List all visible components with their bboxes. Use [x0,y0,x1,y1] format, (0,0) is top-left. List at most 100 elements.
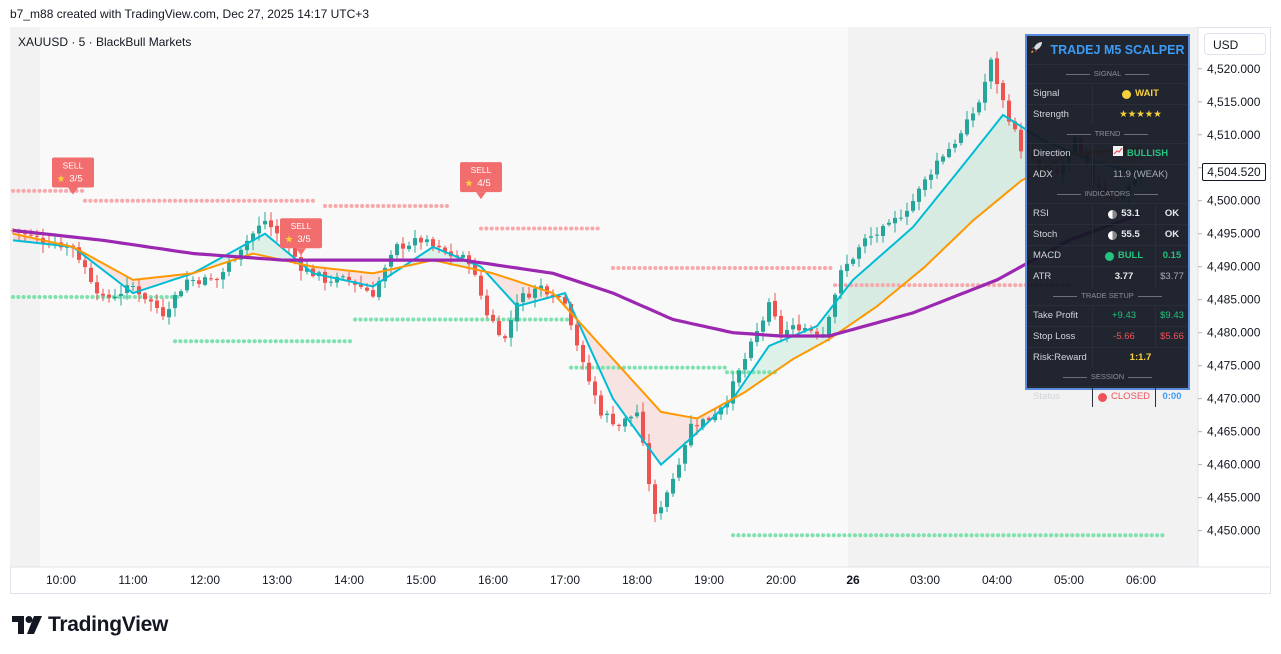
time-axis[interactable]: 10:00 11:00 12:00 13:00 14:00 15:00 16:00 17:00… [46,573,1156,587]
candle-bear [197,280,201,284]
candle-bull [833,294,837,317]
star-icon: ★ [57,174,66,185]
take-profit-dollars: $9.43 [1155,306,1188,326]
candle-bear [83,260,87,268]
time-tick-label: 14:00 [334,573,364,587]
candle-bull [803,328,807,331]
candle-bull [263,220,267,225]
candle-bull [929,174,933,180]
ema-cloud-segment [883,248,889,302]
candle-bear [641,411,645,443]
ema-cloud-segment [751,363,757,388]
candle-bear [371,290,375,297]
candle-bull [179,291,183,297]
sell-signal-marker[interactable]: SELL 4/5★ [460,162,502,200]
ema-cloud-segment [775,340,781,372]
macd-label: MACD [1027,246,1093,266]
candle-bear [557,296,561,298]
candle-bear [527,293,531,298]
ema-cloud-segment [853,274,859,323]
ema-cloud-segment [901,232,907,287]
section-signal: SIGNAL [1027,65,1188,83]
candle-bear [149,299,153,302]
price-axis[interactable]: 4,450.000 4,455.000 4,460.000 4,465.000 4,47… [1198,62,1261,538]
time-tick-label: 03:00 [910,573,940,587]
row-stop-loss: Stop Loss -5.66 $5.66 [1027,326,1188,347]
candle-bear [653,484,657,515]
sell-signal-rating: 3/5 [297,234,310,245]
candle-bull [881,226,885,236]
candle-bull [755,331,759,343]
candle-bull [413,238,417,246]
candle-bear [29,234,33,236]
stop-loss-label: Stop Loss [1027,327,1093,347]
section-indicators: INDICATORS [1027,185,1188,203]
ema-cloud-segment [961,160,967,233]
stoch-value: 55.5 [1121,229,1140,240]
candle-bear [797,324,801,331]
candle-bull [521,293,525,303]
candle-bear [617,424,621,426]
candle-bull [899,217,903,219]
ema-cloud-segment [679,415,685,449]
candle-bull [257,225,261,234]
candle-bear [1013,121,1017,130]
status-label: Status [1027,387,1093,407]
candle-bull [173,294,177,309]
ema-cloud-segment [877,253,883,307]
candle-bull [461,254,465,258]
risk-reward-value: 1:1.7 [1129,352,1152,363]
candle-bear [275,225,279,234]
candle-bear [359,284,363,287]
ema-cloud-segment [253,237,259,255]
candle-bull [875,234,879,236]
price-tick-label: 4,480.000 [1207,326,1261,340]
candle-bear [611,413,615,425]
ema-cloud-segment [793,333,799,360]
row-strength: Strength ★★★★★ [1027,104,1188,125]
tradingview-logo[interactable]: TradingView [12,612,168,638]
row-macd: MACD BULL 0.15 [1027,245,1188,266]
candle-bull [941,156,945,162]
ema-cloud-segment [943,182,949,250]
ema-cloud-segment [787,335,793,364]
time-tick-label: 17:00 [550,573,580,587]
take-profit-value: +9.43 [1111,310,1137,321]
sell-signal-arrow [296,248,306,256]
ema-cloud-segment [859,269,865,319]
candle-bear [599,395,603,416]
currency-button[interactable]: USD [1204,33,1266,55]
candle-bull [965,119,969,135]
ema-slow-line [12,147,1142,420]
candle-bull [977,102,981,113]
candle-bull [395,244,399,256]
green-dot-icon [1104,251,1114,261]
ema-cloud-segment [265,233,271,258]
candle-bull [713,414,717,421]
candle-bull [785,329,789,335]
candle-bear [215,278,219,281]
ema-cloud-segment [1009,118,1015,191]
time-tick-label: 20:00 [766,573,796,587]
candle-bear [587,362,591,382]
sell-signal-arrow [68,187,78,195]
candle-bull [791,325,795,330]
candle-bull [749,341,753,358]
ema-cloud-segment [955,167,961,238]
candle-bull [329,281,333,283]
candle-bull [245,240,249,251]
sell-signal-marker[interactable]: SELL 3/5★ [280,218,322,256]
candle-bear [479,275,483,296]
stop-loss-value: -5.66 [1113,331,1135,342]
sell-signal-label: SELL [63,161,84,171]
row-direction: Direction BULLISH [1027,143,1188,164]
candle-bull [731,381,735,404]
sell-signal-marker[interactable]: SELL 3/5★ [52,157,94,195]
candle-bear [707,417,711,421]
price-tick-label: 4,515.000 [1207,95,1261,109]
candle-bear [365,287,369,291]
symbol-legend[interactable]: XAUUSD · 5 · BlackBull Markets [18,35,192,49]
row-risk-reward: Risk:Reward 1:1.7 [1027,347,1188,368]
rocket-icon [1030,36,1044,64]
price-tick-label: 4,510.000 [1207,128,1261,142]
